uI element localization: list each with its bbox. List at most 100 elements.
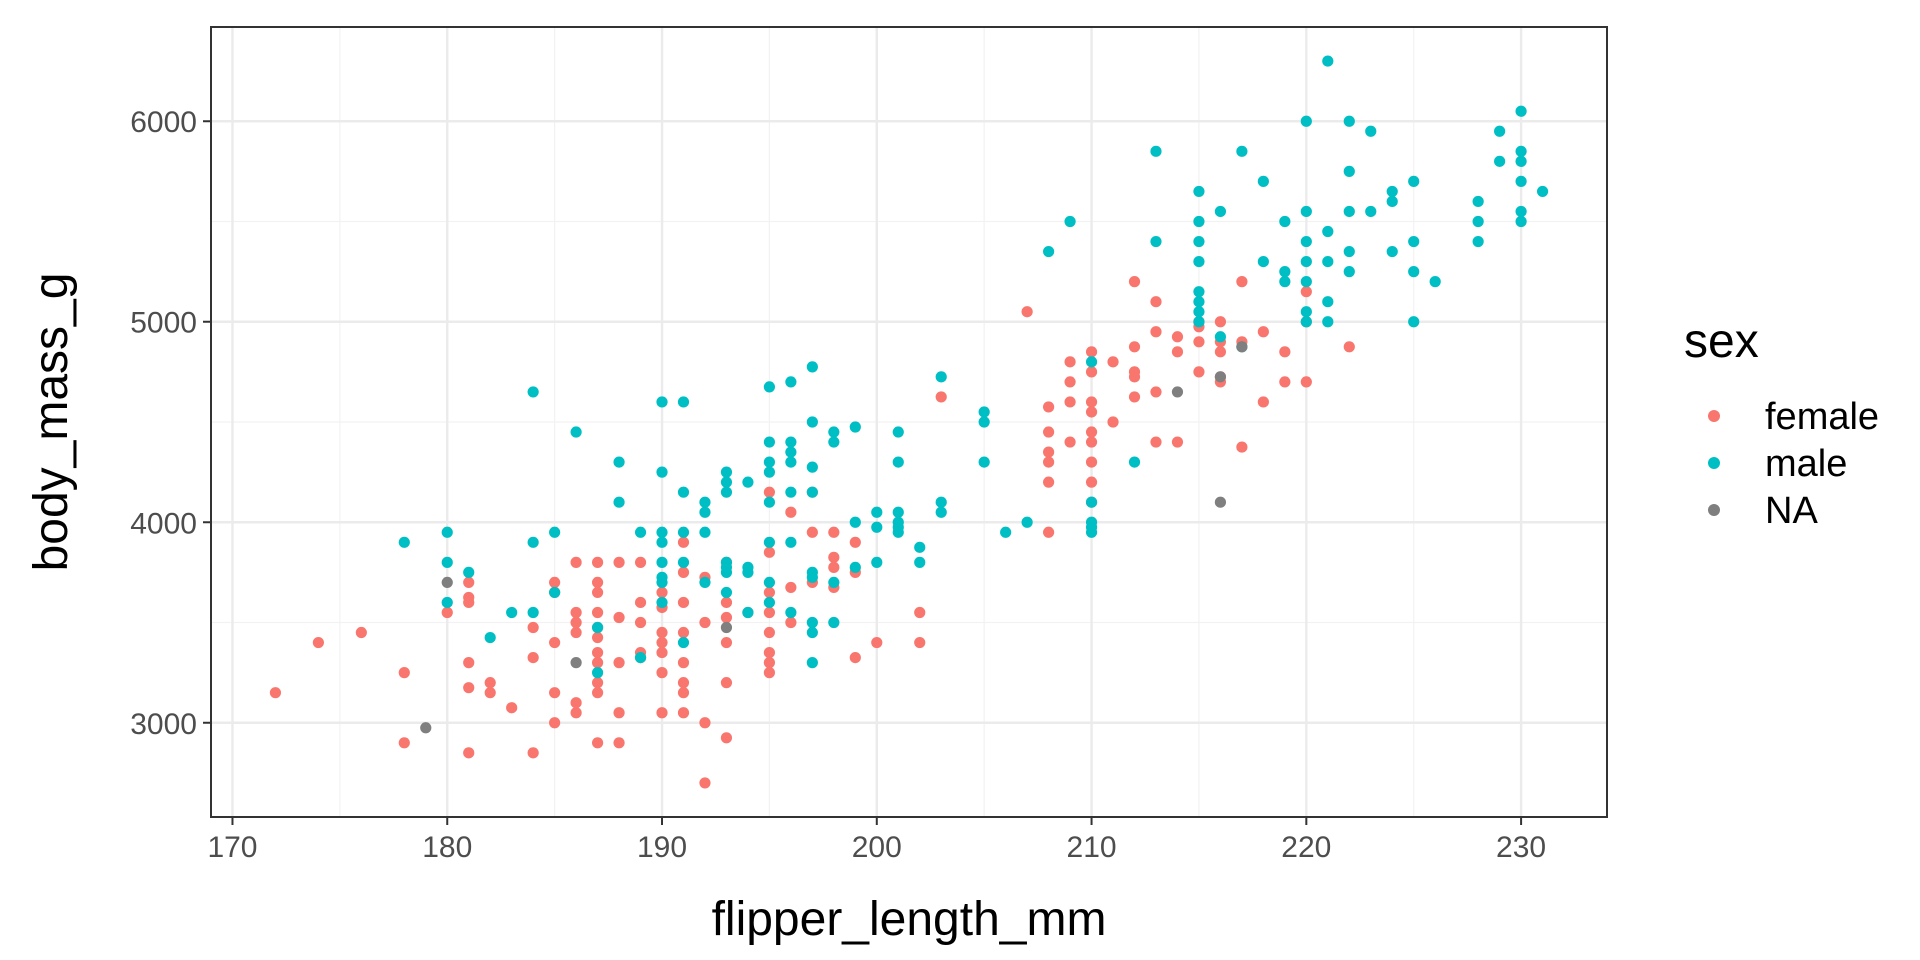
data-point-male	[677, 636, 690, 649]
data-point-male	[677, 396, 690, 408]
data-point-male	[914, 556, 926, 568]
data-point-female	[355, 626, 367, 639]
data-point-male	[785, 486, 797, 498]
data-point-female	[613, 611, 625, 624]
data-point-male	[1343, 115, 1355, 127]
data-point-male	[763, 536, 776, 548]
data-point-female	[506, 702, 518, 714]
data-point-male	[785, 606, 797, 619]
data-point-female	[549, 576, 561, 589]
data-point-male	[613, 496, 625, 508]
data-point-male	[1343, 165, 1355, 177]
data-point-na	[570, 657, 582, 669]
major-gridlines	[211, 27, 1607, 817]
data-point-male	[892, 426, 904, 438]
data-point-female	[591, 677, 604, 689]
data-point-male	[1322, 55, 1334, 67]
data-point-female	[634, 596, 647, 609]
data-point-male	[1429, 276, 1441, 288]
data-point-female	[1085, 426, 1098, 438]
data-point-female	[914, 636, 926, 649]
data-point-male	[1343, 205, 1355, 218]
data-point-female	[1171, 346, 1184, 358]
data-point-female	[763, 657, 776, 669]
y-tick-label: 6000	[130, 106, 197, 139]
y-tick-label: 5000	[130, 307, 197, 340]
data-point-male	[699, 576, 711, 589]
data-point-male	[1515, 205, 1527, 218]
data-point-male	[1408, 316, 1420, 328]
data-point-female	[1343, 341, 1355, 353]
data-point-female	[656, 707, 668, 719]
x-tick-label: 180	[422, 831, 472, 864]
data-point-female	[1193, 366, 1205, 378]
data-point-male	[677, 486, 690, 498]
data-point-male	[591, 621, 604, 634]
data-point-female	[1128, 276, 1141, 288]
data-point-female	[656, 646, 668, 659]
legend-key-na	[1708, 504, 1720, 516]
data-point-female	[1150, 296, 1162, 308]
data-point-female	[720, 596, 733, 609]
data-point-male	[1300, 316, 1312, 328]
data-point-na	[1214, 371, 1227, 383]
data-point-female	[570, 697, 582, 709]
data-point-female	[914, 606, 926, 619]
data-point-male	[1257, 255, 1269, 268]
data-point-male	[849, 421, 861, 433]
data-point-female	[1279, 376, 1291, 388]
data-point-male	[849, 516, 861, 528]
data-point-female	[1171, 331, 1184, 343]
data-point-male	[1300, 255, 1312, 268]
data-point-female	[527, 747, 539, 759]
data-point-male	[1365, 205, 1377, 218]
data-point-na	[1214, 496, 1227, 508]
data-point-male	[1408, 235, 1420, 248]
data-point-female	[656, 667, 668, 679]
x-axis-ticks: 170 180 190 200 210 220 230	[207, 817, 1546, 864]
data-point-female	[1214, 346, 1227, 358]
data-point-female	[1300, 376, 1312, 388]
data-point-male	[720, 476, 733, 488]
data-point-male	[828, 436, 840, 448]
data-point-female	[656, 626, 668, 639]
legend: sex female male NA	[1684, 315, 1879, 532]
data-point-male	[441, 596, 453, 609]
y-tick-label: 3000	[130, 708, 197, 741]
data-point-female	[312, 636, 324, 649]
data-point-male	[1300, 205, 1312, 218]
data-point-male	[1494, 155, 1506, 167]
data-point-male	[806, 571, 818, 583]
data-point-female	[398, 737, 410, 749]
y-tick-label: 4000	[130, 507, 197, 540]
data-point-female	[1300, 286, 1312, 298]
legend-key-male	[1708, 457, 1720, 469]
data-point-male	[914, 541, 926, 553]
data-point-female	[656, 636, 668, 649]
data-point-female	[1150, 386, 1162, 398]
data-point-female	[1257, 326, 1269, 338]
data-point-na	[420, 722, 432, 734]
data-point-female	[591, 631, 604, 644]
data-point-female	[1043, 526, 1055, 538]
data-point-male	[849, 561, 861, 573]
data-point-male	[892, 506, 904, 518]
data-point-na	[1236, 341, 1248, 353]
plot-border	[210, 26, 1608, 818]
data-point-female	[1085, 366, 1098, 378]
data-point-male	[1150, 145, 1162, 157]
data-point-male	[1257, 175, 1269, 187]
data-point-female	[677, 707, 690, 719]
data-point-female	[463, 747, 475, 759]
data-point-female	[441, 606, 453, 619]
data-point-female	[1064, 376, 1076, 388]
data-point-male	[1193, 306, 1205, 318]
data-point-male	[656, 576, 668, 589]
data-point-female	[1043, 456, 1055, 468]
data-point-male	[1150, 235, 1162, 248]
x-tick-label: 190	[637, 831, 687, 864]
data-point-male	[1322, 255, 1334, 268]
data-point-male	[677, 526, 690, 538]
data-point-male	[763, 381, 776, 393]
data-point-female	[549, 687, 561, 699]
